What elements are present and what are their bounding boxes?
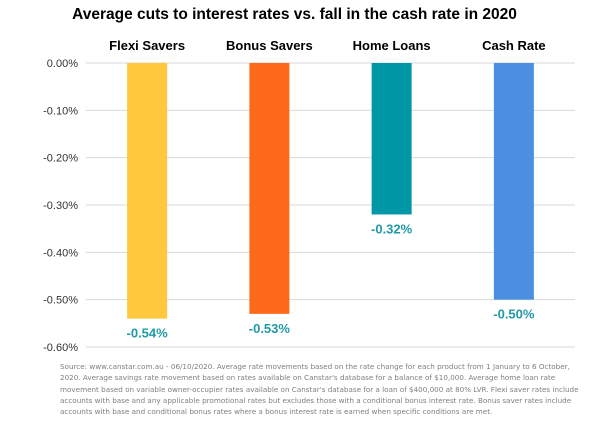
category-label: Flexi Savers (109, 38, 185, 53)
category-label: Cash Rate (482, 38, 546, 53)
bar (249, 63, 290, 314)
y-tick-label: -0.20% (43, 153, 78, 165)
bar (371, 63, 412, 215)
y-tick-label: -0.50% (43, 295, 78, 307)
y-tick-label: -0.30% (43, 200, 78, 212)
data-label: -0.54% (127, 326, 169, 341)
y-tick-label: -0.40% (43, 247, 78, 259)
category-label: Home Loans (353, 38, 431, 53)
y-tick-label: -0.10% (43, 105, 78, 117)
y-tick-label: 0.00% (47, 58, 78, 70)
bar (127, 63, 168, 319)
chart-title: Average cuts to interest rates vs. fall … (72, 6, 517, 23)
source-note: Source: www.canstar.com.au - 06/10/2020.… (60, 362, 579, 417)
data-label: -0.32% (371, 221, 413, 236)
data-label: -0.50% (493, 307, 535, 322)
bar (493, 63, 534, 300)
y-tick-label: -0.60% (43, 342, 78, 354)
category-label: Bonus Savers (226, 38, 313, 53)
data-label: -0.53% (249, 321, 291, 336)
